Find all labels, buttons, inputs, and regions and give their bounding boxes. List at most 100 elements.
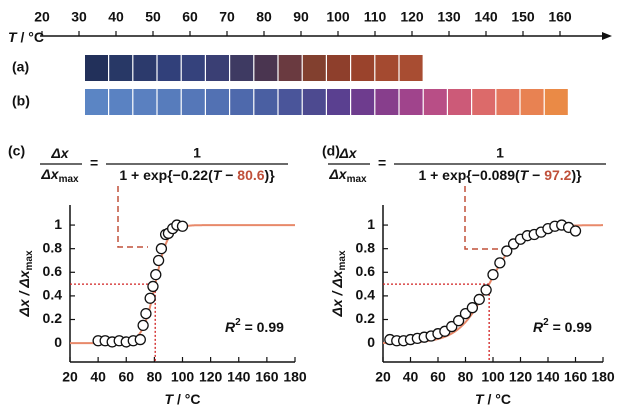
x-tick-label: 120 [199, 369, 223, 385]
axis-label: T / °C [8, 29, 44, 45]
color-swatch [375, 89, 399, 115]
x-tick-label: 160 [564, 369, 588, 385]
color-swatch [327, 89, 350, 115]
tick-label: 100 [326, 9, 350, 25]
color-swatch [109, 89, 133, 115]
x-tick-label: 60 [430, 369, 446, 385]
tick-label: 60 [182, 9, 198, 25]
color-swatch [302, 89, 326, 115]
data-point [494, 257, 506, 269]
text-part: max [59, 174, 79, 185]
x-tick-label: 80 [458, 369, 474, 385]
color-swatch [133, 89, 157, 115]
tick-label: 130 [437, 9, 461, 25]
data-point [150, 268, 162, 281]
color-swatch [181, 89, 205, 115]
color-swatch [351, 89, 375, 115]
color-swatch [181, 55, 205, 81]
text-part: R [533, 319, 544, 335]
x-tick-label: 120 [509, 369, 533, 385]
tick-label: 20 [34, 9, 50, 25]
color-swatch [327, 55, 350, 81]
color-swatch [278, 55, 302, 81]
text-part: R [225, 319, 236, 335]
tick-label: 120 [400, 9, 424, 25]
color-swatch [351, 55, 375, 81]
data-point [152, 254, 165, 267]
x-tick-label: 40 [403, 369, 419, 385]
leader-line [464, 186, 502, 250]
y-axis-label: Δx / Δxmax [329, 250, 348, 318]
fit-label: R2 = 0.99 [533, 317, 592, 335]
color-swatch [496, 89, 520, 115]
text-part: )} [571, 167, 582, 183]
color-swatch [278, 89, 302, 115]
text-part: Δx [328, 166, 347, 182]
text-part: T [165, 391, 175, 407]
text-part: −0.22 [173, 167, 209, 183]
color-swatch [157, 55, 181, 81]
text-part: 1 + exp{ [418, 167, 472, 183]
x-tick-label: 100 [171, 369, 195, 385]
y-tick-label: 0.8 [356, 239, 376, 255]
text-part: 80.6 [237, 167, 264, 183]
color-swatch [375, 55, 399, 81]
text-part: = 0.99 [241, 319, 284, 335]
panel-label: (d) [322, 143, 340, 159]
text-part: − [528, 167, 544, 183]
x-tick-label: 140 [536, 369, 560, 385]
color-swatch [133, 55, 157, 81]
color-swatch [85, 55, 108, 81]
color-swatch [85, 89, 108, 115]
text-part: ( [208, 167, 213, 183]
eq-lhs-num: Δx [338, 145, 357, 161]
data-point [176, 220, 189, 232]
text-part: −0.089 [472, 167, 515, 183]
x-tick-label: 80 [147, 369, 163, 385]
y-tick-label: 0.8 [43, 239, 63, 255]
x-tick-label: 180 [591, 369, 615, 385]
eq-lhs-den: Δxmax [328, 166, 367, 185]
data-point [480, 284, 492, 296]
tick-label: 30 [71, 9, 87, 25]
eq-equals: = [378, 155, 386, 171]
tick-label: 90 [293, 9, 309, 25]
x-tick-label: 140 [227, 369, 251, 385]
eq-rhs-num: 1 [496, 145, 504, 161]
text-part: 1 + exp{ [119, 167, 173, 183]
color-swatch [520, 89, 544, 115]
axis-arrow [602, 32, 612, 40]
tick-label: 50 [145, 9, 161, 25]
x-tick-label: 20 [375, 369, 391, 385]
eq-rhs-den: 1 + exp{−0.22(T − 80.6)} [119, 167, 275, 183]
data-point [501, 245, 513, 257]
panel-label: (c) [8, 143, 25, 159]
text-part: T [475, 391, 485, 407]
x-tick-label: 20 [62, 369, 78, 385]
color-swatch [157, 89, 181, 115]
leader-line [117, 186, 148, 248]
text-part: max [337, 250, 348, 270]
tick-label: 150 [511, 9, 535, 25]
eq-rhs-den: 1 + exp{−0.089(T − 97.2)} [418, 167, 582, 183]
y-tick-label: 0.6 [356, 263, 376, 279]
row-label: (a) [12, 59, 29, 75]
text-part: )} [265, 167, 276, 183]
tick-label: 110 [364, 9, 387, 25]
y-tick-label: 0 [367, 334, 375, 350]
y-tick-label: 1 [367, 216, 375, 232]
fit-label: R2 = 0.99 [225, 317, 284, 335]
text-part: Δx [50, 145, 69, 161]
y-tick-label: 0.4 [43, 287, 63, 303]
data-point [155, 243, 168, 255]
y-tick-label: 0.2 [43, 310, 63, 326]
eq-equals: = [90, 155, 98, 171]
text-part: T [213, 167, 223, 183]
eq-rhs-num: 1 [193, 145, 201, 161]
text-part: / °C [173, 391, 200, 407]
text-part: T [8, 29, 18, 45]
text-part: T [520, 167, 530, 183]
data-point [473, 293, 485, 306]
y-tick-label: 0.2 [356, 310, 376, 326]
